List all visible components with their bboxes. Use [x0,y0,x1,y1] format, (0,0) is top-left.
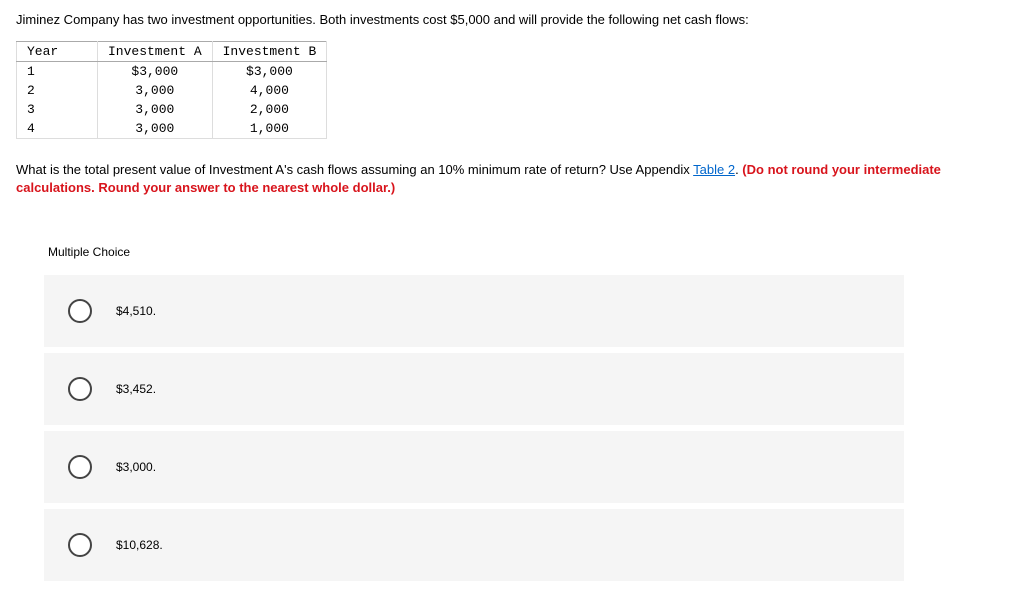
radio-icon[interactable] [68,299,92,323]
mc-label: Multiple Choice [44,237,904,275]
cell-a: 3,000 [98,81,213,100]
table-row: 2 3,000 4,000 [17,81,327,100]
appendix-link[interactable]: Table 2 [693,162,735,177]
cell-b: 4,000 [212,81,327,100]
cell-year: 2 [17,81,98,100]
radio-icon[interactable] [68,455,92,479]
col-year-header: Year [17,42,98,62]
table-row: 3 3,000 2,000 [17,100,327,119]
cell-year: 1 [17,62,98,82]
choice-option[interactable]: $4,510. [44,275,904,347]
cell-b: $3,000 [212,62,327,82]
cell-b: 1,000 [212,119,327,139]
cell-year: 4 [17,119,98,139]
radio-icon[interactable] [68,377,92,401]
choice-option[interactable]: $10,628. [44,509,904,581]
multiple-choice-block: Multiple Choice $4,510. $3,452. $3,000. … [44,237,904,581]
choice-label: $3,000. [116,460,156,474]
choice-option[interactable]: $3,452. [44,353,904,425]
cell-year: 3 [17,100,98,119]
table-row: 1 $3,000 $3,000 [17,62,327,82]
question-text: What is the total present value of Inves… [16,161,1008,197]
cell-a: 3,000 [98,100,213,119]
choice-option[interactable]: $3,000. [44,431,904,503]
cashflow-table: Year Investment A Investment B 1 $3,000 … [16,41,327,139]
intro-text: Jiminez Company has two investment oppor… [16,12,1008,27]
cell-a: $3,000 [98,62,213,82]
table-row: 4 3,000 1,000 [17,119,327,139]
question-part1: What is the total present value of Inves… [16,162,693,177]
radio-icon[interactable] [68,533,92,557]
col-a-header: Investment A [98,42,213,62]
cell-b: 2,000 [212,100,327,119]
cell-a: 3,000 [98,119,213,139]
choice-label: $10,628. [116,538,163,552]
choice-label: $4,510. [116,304,156,318]
choice-label: $3,452. [116,382,156,396]
col-b-header: Investment B [212,42,327,62]
